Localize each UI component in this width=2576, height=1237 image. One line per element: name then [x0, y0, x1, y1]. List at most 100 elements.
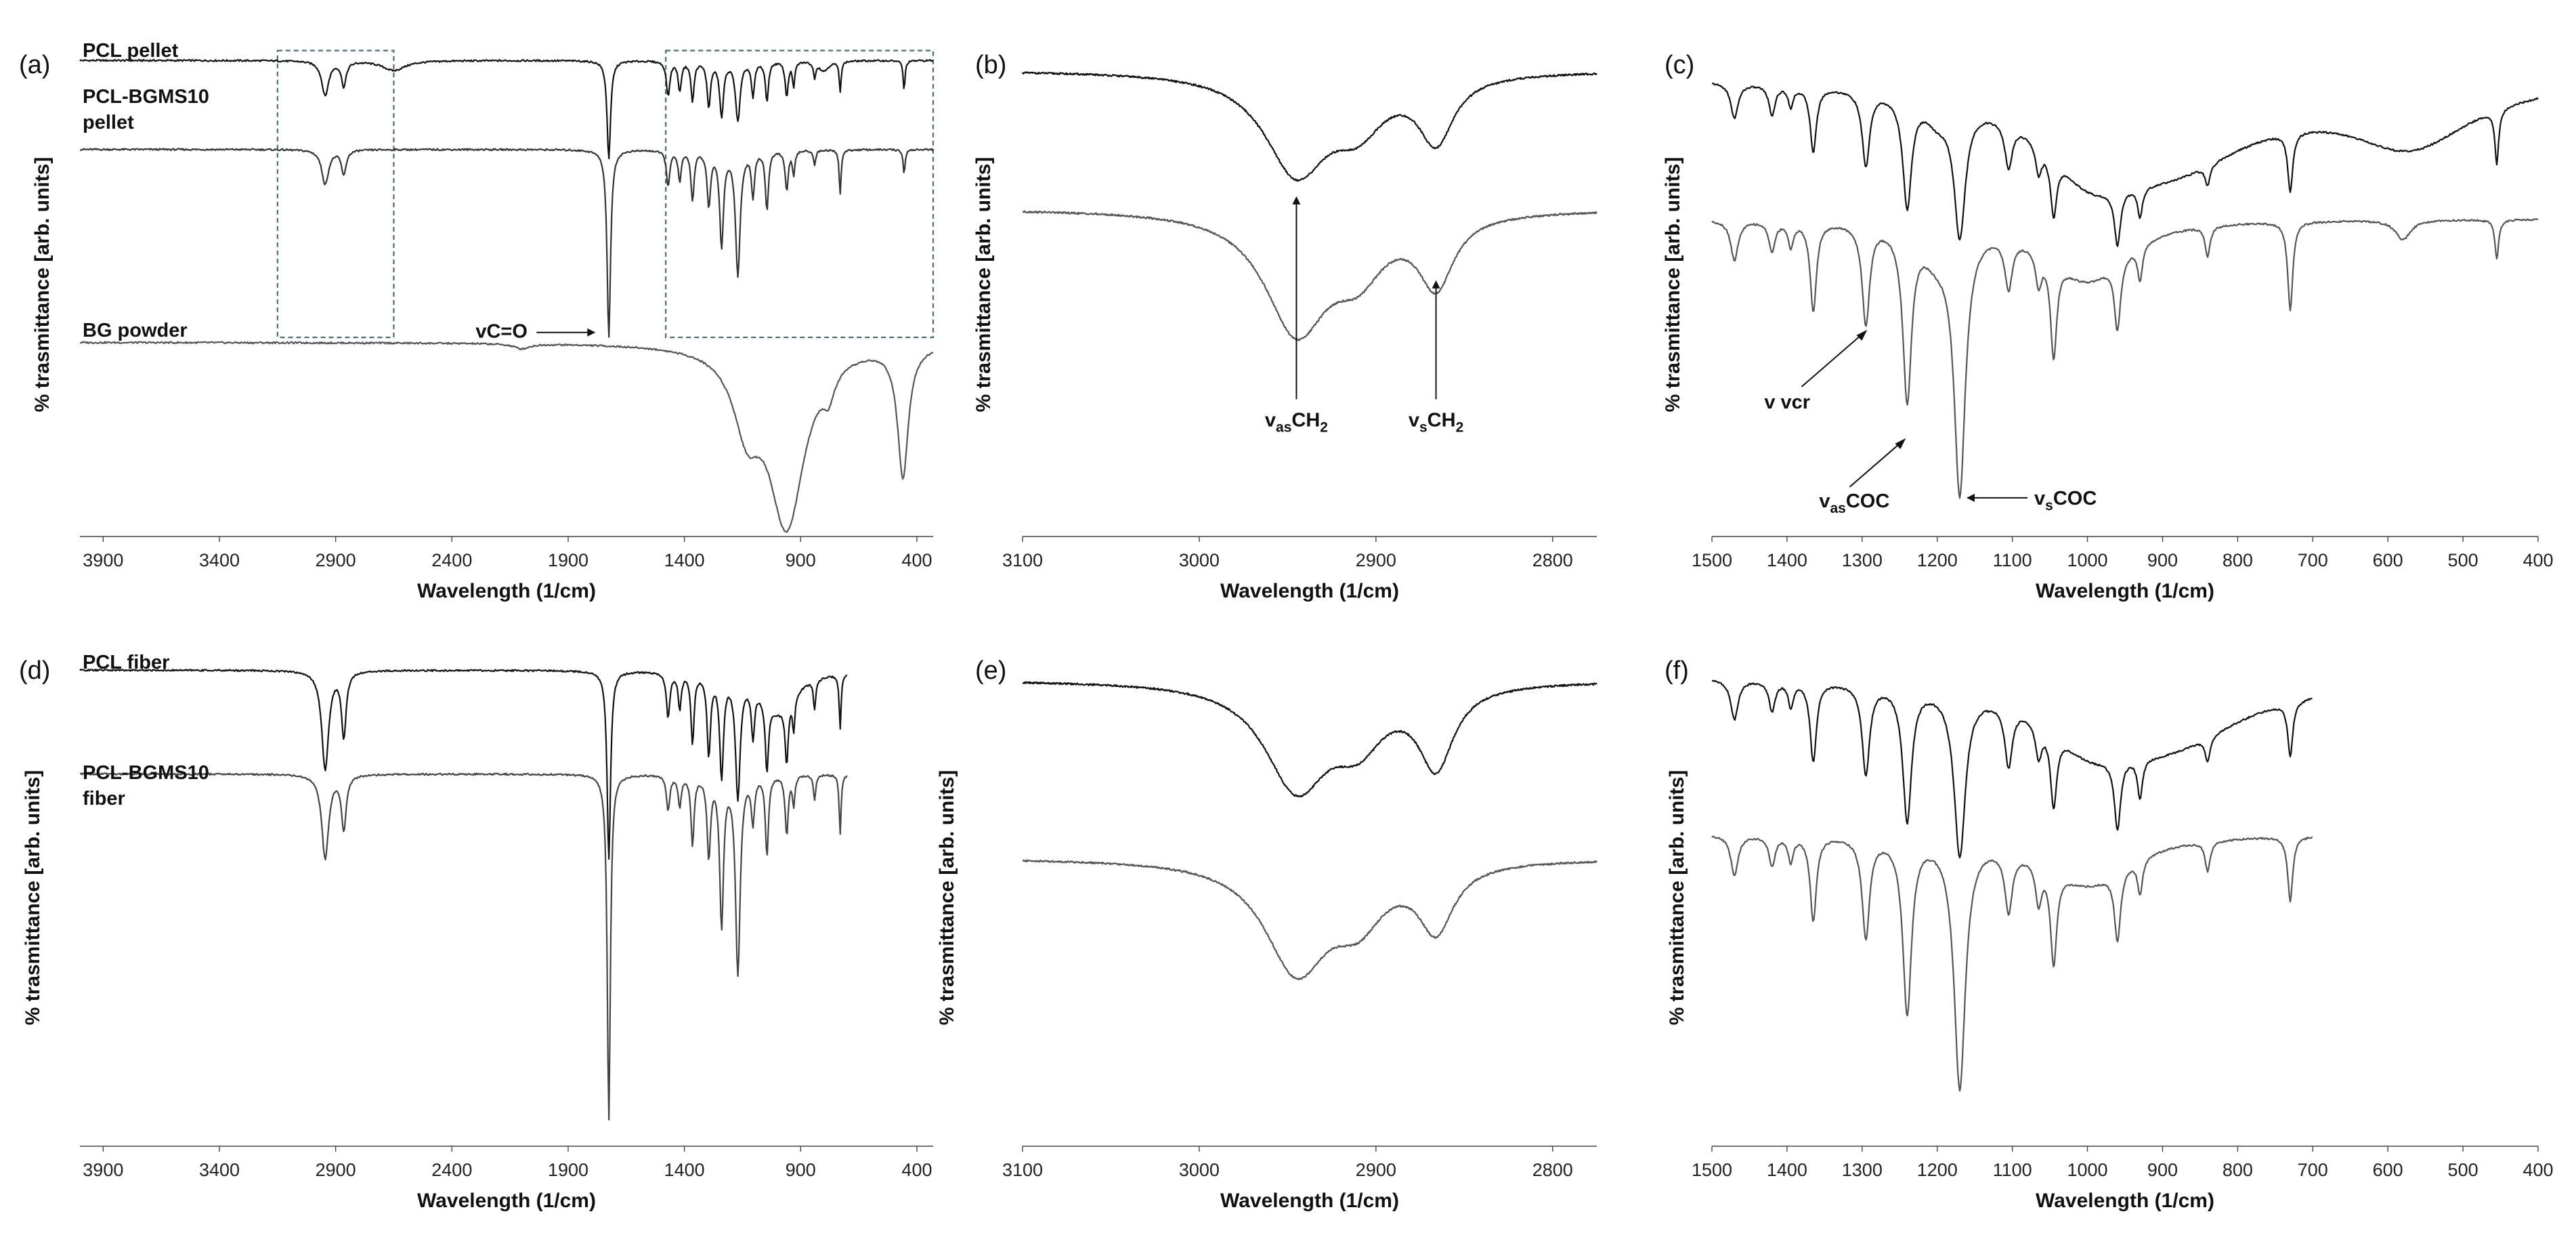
x-tick-label: 400 — [2523, 1160, 2553, 1180]
x-tick-label: 900 — [786, 1160, 816, 1180]
y-axis-title-c: % trasmittance [arb. units] — [1662, 157, 1684, 413]
x-tick-label: 1500 — [1692, 1160, 1732, 1180]
series-label: PCL-BGMS10 — [83, 762, 209, 784]
spectrum-line-pcl-bgms10-pellet — [1022, 210, 1597, 341]
peak-annotation: vsCOC — [1967, 488, 2097, 513]
panel-label-c: (c) — [1665, 51, 1694, 79]
series-label: PCL fiber — [83, 652, 169, 673]
x-tick-label: 1000 — [2067, 550, 2108, 570]
panel-label-f: (f) — [1665, 656, 1689, 685]
x-tick-label: 1400 — [664, 1160, 705, 1180]
x-tick-label: 400 — [901, 550, 932, 570]
spectrum-line-pcl-fiber — [79, 669, 848, 860]
x-axis-title-f: Wavelength (1/cm) — [2036, 1190, 2214, 1212]
svg-text:v vcr: v vcr — [1764, 392, 1810, 413]
y-axis-title-a: % trasmittance [arb. units] — [31, 157, 53, 413]
zoom-region-box — [276, 49, 395, 339]
x-axis-title-e: Wavelength (1/cm) — [1220, 1190, 1399, 1212]
chart-panel-d: (d) 3900 3400 2900 2400 1900 1400 900 400 Wavelen… — [19, 652, 933, 1212]
x-tick-label: 1400 — [1767, 1160, 1807, 1180]
panel-label-d: (d) — [19, 656, 50, 685]
x-tick-label: 3400 — [199, 550, 240, 570]
svg-text:vasCOC: vasCOC — [1819, 490, 1889, 516]
x-tick-label: 2900 — [1356, 1160, 1396, 1180]
x-tick-label: 2900 — [1356, 550, 1396, 570]
chart-panel-c: (c) 1500 1400 1300 1200 1100 1000 900 800 700 600 5… — [1662, 51, 2554, 602]
x-tick-label: 2800 — [1532, 550, 1573, 570]
x-tick-label: 400 — [2523, 550, 2553, 570]
x-tick-label: 1900 — [548, 550, 588, 570]
series-label: PCL-BGMS10 — [83, 86, 209, 108]
x-tick-label: 800 — [2223, 550, 2253, 570]
x-tick-label: 500 — [2448, 550, 2478, 570]
series-label: PCL pellet — [83, 40, 179, 62]
chart-panel-b: (b) 3100 3000 2900 2800 Wavelength (1/cm) % tr… — [972, 51, 1597, 602]
spectrum-line-pcl-bgms10-pellet — [79, 148, 934, 338]
peak-annotation: v vcr — [1764, 329, 1868, 413]
x-tick-label: 900 — [786, 550, 816, 570]
x-tick-label: 800 — [2223, 1160, 2253, 1180]
x-tick-label: 3000 — [1179, 1160, 1220, 1180]
x-tick-label: 1300 — [1842, 1160, 1883, 1180]
chart-panel-f: (f) 1500 1400 1300 1200 1100 1000 900 800 700 600 5… — [1665, 656, 2554, 1212]
x-axis-title-c: Wavelength (1/cm) — [2036, 580, 2214, 602]
x-tick-label: 3100 — [1002, 550, 1043, 570]
spectrum-line-pcl-pellet — [1712, 83, 2539, 247]
spectrum-line-pcl-fiber — [1022, 681, 1597, 797]
x-tick-label: 400 — [901, 1160, 932, 1180]
x-tick-label: 2800 — [1532, 1160, 1573, 1180]
peak-annotation: vasCH2 — [1265, 196, 1328, 435]
y-axis-title-d: % trasmittance [arb. units] — [22, 770, 44, 1026]
series-label: fiber — [83, 788, 125, 810]
x-tick-label: 1200 — [1917, 550, 1958, 570]
x-tick-label: 600 — [2373, 1160, 2403, 1180]
y-axis-title-e: % trasmittance [arb. units] — [936, 770, 958, 1026]
x-tick-label: 1300 — [1842, 550, 1883, 570]
peak-annotation: vasCOC — [1819, 438, 1906, 516]
svg-text:vsCH2: vsCH2 — [1409, 409, 1463, 435]
x-tick-label: 700 — [2298, 1160, 2328, 1180]
spectrum-line-pcl-pellet — [79, 58, 934, 160]
x-tick-label: 1100 — [1993, 550, 2032, 570]
peak-annotation: vC=O — [475, 321, 596, 343]
x-axis-title-d: Wavelength (1/cm) — [417, 1190, 596, 1212]
x-tick-label: 1400 — [1767, 550, 1807, 570]
x-tick-label: 1200 — [1917, 1160, 1958, 1180]
x-tick-label: 1400 — [664, 550, 705, 570]
zoom-region-box — [665, 49, 935, 339]
spectrum-line-bg-powder — [79, 341, 934, 533]
x-tick-label: 600 — [2373, 550, 2403, 570]
spectrum-line-pcl-bgms10-fiber — [79, 772, 848, 1120]
x-tick-label: 2400 — [431, 550, 472, 570]
peak-annotation: vsCH2 — [1409, 280, 1463, 435]
spectrum-line-pcl-fiber — [1711, 679, 2313, 859]
panel-label-e: (e) — [975, 656, 1006, 685]
svg-text:vC=O: vC=O — [475, 321, 528, 343]
panel-label-b: (b) — [975, 51, 1006, 79]
spectrum-line-pcl-bgms10-fiber — [1022, 859, 1597, 981]
x-tick-label: 1900 — [548, 1160, 588, 1180]
svg-text:vasCH2: vasCH2 — [1265, 409, 1328, 435]
x-tick-label: 2900 — [316, 1160, 356, 1180]
x-tick-label: 700 — [2298, 550, 2328, 570]
x-tick-label: 3900 — [83, 1160, 123, 1180]
series-label: BG powder — [83, 320, 188, 341]
x-tick-label: 1100 — [1993, 1160, 2032, 1180]
chart-panel-e: (e) 3100 3000 2900 2800 Wavelength (1/cm) % tr… — [936, 656, 1597, 1212]
x-tick-label: 2900 — [316, 550, 356, 570]
series-label: pellet — [83, 112, 134, 133]
x-tick-label: 900 — [2147, 1160, 2178, 1180]
y-axis-title-b: % trasmittance [arb. units] — [972, 157, 995, 413]
chart-panel-a: (a) 3900 3400 2900 2400 1900 1400 900 400 Wavelen… — [19, 40, 935, 602]
x-tick-label: 1000 — [2067, 1160, 2108, 1180]
x-tick-label: 500 — [2448, 1160, 2478, 1180]
x-tick-label: 900 — [2147, 550, 2178, 570]
x-tick-label: 3400 — [199, 1160, 240, 1180]
x-axis-title-a: Wavelength (1/cm) — [417, 580, 596, 602]
spectrum-line-pcl-bgms10-pellet — [1711, 218, 2539, 499]
x-tick-label: 3000 — [1179, 550, 1220, 570]
spectrum-line-pcl-bgms10-fiber — [1711, 835, 2313, 1092]
x-tick-label: 1500 — [1692, 550, 1732, 570]
x-axis-title-b: Wavelength (1/cm) — [1220, 580, 1399, 602]
